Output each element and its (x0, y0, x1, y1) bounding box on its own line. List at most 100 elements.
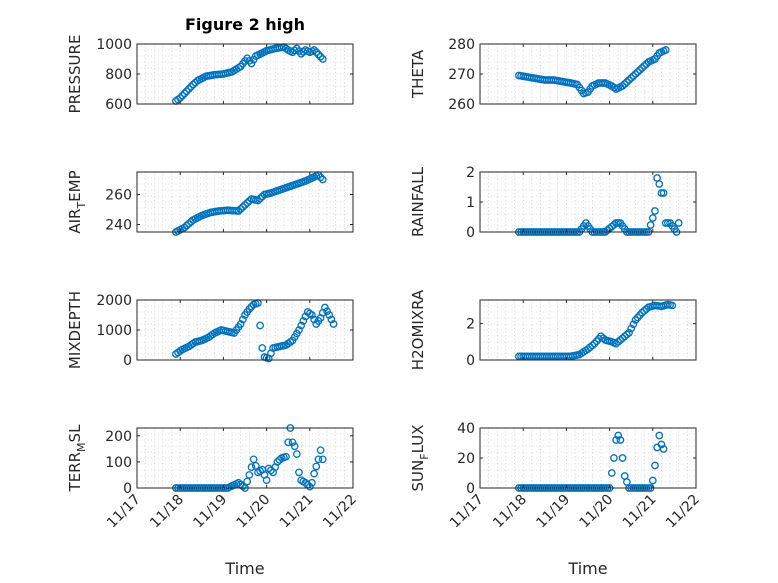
data-point (314, 50, 323, 59)
y-tick-label: 0 (123, 353, 132, 369)
data-point (245, 305, 254, 313)
data-point (180, 223, 189, 232)
subplot-mixdepth: 0 1000 2000 MIXDEPTH (66, 291, 354, 369)
y-tick-label: 100 (105, 455, 132, 471)
data-point (651, 461, 659, 470)
data-point (657, 440, 666, 449)
data-point (655, 431, 664, 440)
data-point (299, 317, 308, 325)
data-point (607, 469, 616, 477)
data-point (623, 330, 631, 339)
y-tick-label: 1000 (96, 323, 132, 339)
data-point (629, 320, 638, 329)
x-tick-label: 11/20 (234, 492, 274, 532)
y-axis-label: H2OMIXRA (409, 289, 427, 370)
axes-box (479, 299, 697, 361)
data-point (655, 180, 664, 188)
data-point (668, 301, 677, 310)
data-point (236, 205, 245, 213)
data-point (297, 321, 306, 330)
x-tick-label: 11/21 (620, 492, 660, 532)
data-point (305, 482, 314, 491)
data-point (243, 477, 252, 486)
x-axis-label-left: Time (224, 559, 264, 578)
data-point (243, 199, 252, 207)
y-axis-label: RAINFALL (409, 166, 427, 237)
y-axis-label: TERRMSL (66, 424, 88, 493)
series-terr_msl (172, 424, 327, 492)
data-point (178, 91, 187, 100)
x-tick-label: 11/21 (277, 492, 317, 532)
subplot-terr_msl: 0 100 200 11/17 11/18 11/19 11/20 11/21 11/22 TER… (66, 424, 360, 531)
x-tick-label: 11/22 (663, 492, 703, 532)
data-point (273, 458, 282, 466)
subplot-pressure: 600 800 1000 PRESSURE (66, 35, 354, 113)
x-tick-label: 11/19 (533, 492, 573, 532)
data-point (588, 341, 597, 350)
data-point (616, 436, 625, 444)
data-point (625, 76, 633, 84)
data-point (238, 203, 247, 211)
y-tick-label: 0 (466, 225, 475, 241)
data-point (310, 469, 318, 478)
y-tick-label: 260 (448, 97, 475, 113)
series-mixdepth (172, 299, 338, 363)
axes-box (136, 427, 354, 489)
subplot-h2omixra: 0 2 H2OMIXRA (409, 289, 697, 370)
data-point (312, 462, 321, 471)
series-air_temp (172, 171, 327, 236)
x-tick-label: 11/18 (147, 492, 187, 532)
data-point (318, 55, 327, 63)
figure-title: Figure 2 high (185, 15, 305, 34)
data-point (648, 214, 657, 222)
data-point (308, 311, 316, 319)
y-tick-label: 260 (105, 188, 132, 204)
data-point (182, 221, 191, 230)
data-point (310, 46, 318, 54)
data-point (238, 315, 247, 324)
data-point (612, 436, 620, 444)
y-axis-label: THETA (409, 49, 427, 99)
data-point (292, 450, 301, 458)
data-point (633, 68, 642, 76)
data-point (249, 55, 258, 64)
y-tick-label: 2000 (96, 293, 132, 309)
y-tick-label: 800 (105, 67, 132, 83)
data-point (247, 463, 256, 471)
y-tick-label: 2 (466, 317, 475, 333)
data-point (290, 442, 299, 451)
data-point (327, 315, 336, 324)
data-point (659, 189, 668, 197)
data-point (612, 219, 620, 227)
y-tick-label: 240 (105, 218, 132, 234)
data-point (318, 175, 327, 184)
data-point (316, 173, 325, 182)
x-axis-label-right: Time (567, 559, 607, 578)
data-point (251, 461, 260, 470)
data-point (187, 82, 195, 91)
x-tick-label: 11/18 (490, 492, 530, 532)
y-tick-label: 1 (466, 195, 475, 211)
subplot-air_temp: 240 260 AIRTEMP (66, 170, 354, 236)
data-point (648, 476, 657, 485)
data-point (262, 476, 271, 485)
data-point (321, 303, 329, 312)
y-tick-label: 0 (466, 353, 475, 369)
data-point (308, 478, 316, 487)
x-tick-label: 11/19 (190, 492, 230, 532)
series-h2omixra (515, 300, 677, 361)
series-theta (515, 46, 670, 98)
data-point (629, 72, 638, 80)
data-point (635, 66, 644, 74)
data-point (620, 80, 629, 88)
data-point (316, 446, 325, 455)
data-point (618, 454, 627, 462)
subplot-sun_flux: 0 20 40 11/17 11/18 11/19 11/20 11/21 11/22 SUNFL… (409, 421, 703, 531)
y-tick-label: 270 (448, 67, 475, 83)
y-tick-label: 280 (448, 37, 475, 53)
data-point (290, 46, 299, 55)
data-point (258, 344, 267, 352)
data-point (318, 455, 327, 464)
data-point (295, 468, 303, 477)
